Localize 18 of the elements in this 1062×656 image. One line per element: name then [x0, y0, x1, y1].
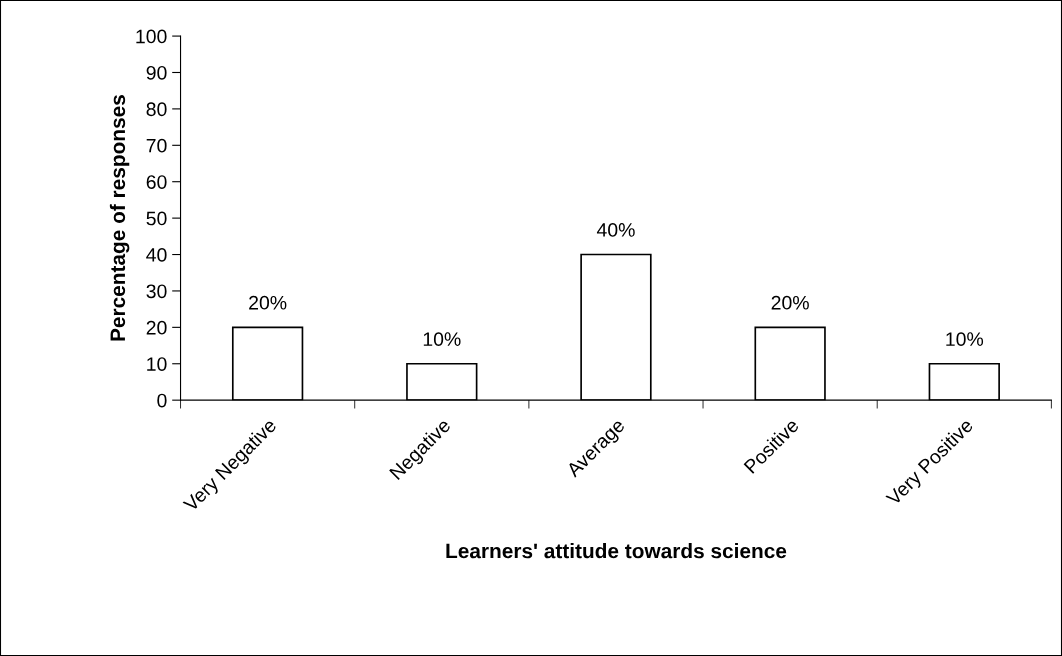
y-tick-label: 0	[157, 393, 167, 408]
y-tick-label: 70	[146, 138, 167, 153]
data-label: 40%	[596, 223, 635, 237]
data-label: 20%	[771, 295, 809, 310]
data-label: 10%	[423, 332, 461, 347]
data-label: 10%	[946, 332, 984, 347]
y-tick-label: 80	[146, 102, 167, 117]
y-tick-label: 50	[146, 211, 167, 226]
y-axis-title: Percentage of responses	[109, 95, 130, 341]
y-tick-label: 10	[147, 357, 167, 371]
y-tick-label: 40	[146, 248, 167, 262]
y-tick-label: 30	[146, 284, 167, 299]
data-label: 20%	[249, 295, 287, 310]
y-tick-label: 100	[136, 29, 167, 44]
y-tick-label: 20	[146, 320, 167, 335]
y-tick-label: 60	[146, 175, 167, 189]
x-axis-title: Learners' attitude towards science	[446, 543, 787, 559]
y-tick-label: 90	[146, 65, 167, 80]
